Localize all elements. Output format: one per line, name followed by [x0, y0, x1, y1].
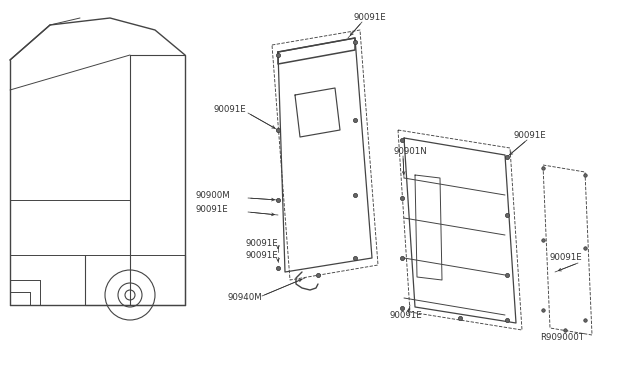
Text: 90900M: 90900M — [195, 190, 230, 199]
Text: 90091E: 90091E — [513, 131, 546, 140]
Text: R909000T: R909000T — [540, 334, 584, 343]
Text: 90091E: 90091E — [390, 311, 423, 320]
Text: 90091E: 90091E — [214, 106, 247, 115]
Text: 90901N: 90901N — [393, 148, 427, 157]
Text: 90091E: 90091E — [245, 251, 278, 260]
Text: 90940M: 90940M — [228, 294, 263, 302]
Text: 90091E: 90091E — [550, 253, 583, 263]
Text: 90091E: 90091E — [245, 238, 278, 247]
Text: 90091E: 90091E — [353, 13, 386, 22]
Text: 90091E: 90091E — [195, 205, 228, 215]
